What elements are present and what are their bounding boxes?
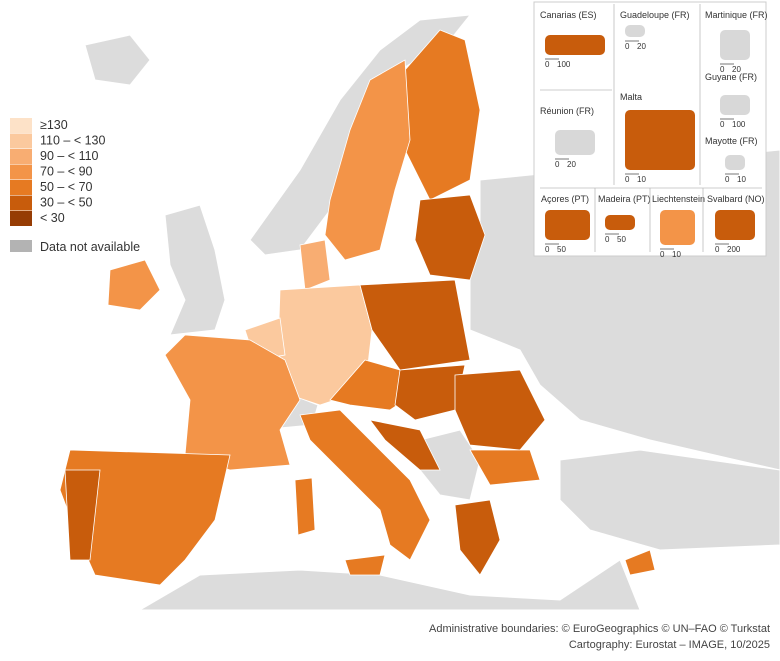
legend-swatch bbox=[10, 164, 32, 180]
inset-land bbox=[555, 130, 595, 155]
legend-swatch bbox=[10, 211, 32, 226]
scale-label: 0 bbox=[715, 245, 720, 254]
scale-label: 50 bbox=[557, 245, 566, 254]
legend-swatch bbox=[10, 240, 32, 252]
scale-label: 0 bbox=[555, 160, 560, 169]
ireland bbox=[107, 259, 161, 311]
legend-swatch bbox=[10, 180, 32, 195]
spain bbox=[59, 449, 231, 586]
legend-label: 90 – < 110 bbox=[40, 149, 99, 163]
scale-label: 0 bbox=[605, 235, 610, 244]
eu-regions bbox=[59, 29, 656, 586]
scale-label: 100 bbox=[732, 120, 746, 129]
finland bbox=[404, 29, 481, 201]
inset-label: Guadeloupe (FR) bbox=[620, 10, 690, 20]
croatia bbox=[369, 419, 441, 471]
inset-label: Madeira (PT) bbox=[598, 194, 651, 204]
scale-label: 10 bbox=[737, 175, 746, 184]
scale-label: 0 bbox=[660, 250, 665, 259]
turkey bbox=[559, 449, 780, 551]
inset-land bbox=[725, 155, 745, 170]
inset-land bbox=[605, 215, 635, 230]
inset-land bbox=[720, 30, 750, 60]
france bbox=[164, 334, 301, 471]
scale-label: 20 bbox=[567, 160, 576, 169]
legend-label: ≥130 bbox=[40, 118, 68, 132]
scale-label: 10 bbox=[672, 250, 681, 259]
sweden bbox=[324, 59, 411, 261]
legend-label: 110 – < 130 bbox=[40, 134, 106, 148]
legend-swatch bbox=[10, 118, 32, 133]
portugal bbox=[64, 469, 101, 561]
scale-label: 10 bbox=[637, 175, 646, 184]
cyprus bbox=[624, 549, 656, 576]
inset-label: Martinique (FR) bbox=[705, 10, 768, 20]
legend-swatch bbox=[10, 149, 32, 164]
scale-label: 0 bbox=[720, 120, 725, 129]
scale-label: 0 bbox=[625, 42, 630, 51]
legend-label: Data not available bbox=[40, 240, 140, 254]
britain bbox=[164, 204, 226, 336]
sardinia bbox=[294, 477, 316, 536]
legend-label: 70 – < 90 bbox=[40, 165, 93, 179]
denmark bbox=[299, 239, 331, 291]
scale-label: 0 bbox=[720, 65, 725, 74]
scale-label: 200 bbox=[727, 245, 741, 254]
inset-land bbox=[660, 210, 695, 245]
poland bbox=[359, 279, 471, 371]
inset-label: Mayotte (FR) bbox=[705, 136, 758, 146]
inset-land bbox=[720, 95, 750, 115]
baltics bbox=[414, 194, 486, 281]
scale-label: 50 bbox=[617, 235, 626, 244]
scale-label: 20 bbox=[637, 42, 646, 51]
inset-label: Guyane (FR) bbox=[705, 72, 757, 82]
scale-label: 0 bbox=[625, 175, 630, 184]
scale-label: 0 bbox=[545, 245, 550, 254]
bulgaria bbox=[469, 449, 541, 486]
scale-label: 20 bbox=[732, 65, 741, 74]
scale-label: 0 bbox=[725, 175, 730, 184]
inset-label: Réunion (FR) bbox=[540, 106, 594, 116]
inset-label: Canarias (ES) bbox=[540, 10, 597, 20]
legend-label: 50 – < 70 bbox=[40, 180, 93, 194]
legend-swatch bbox=[10, 133, 32, 149]
iceland bbox=[84, 34, 151, 86]
africa bbox=[138, 559, 641, 611]
inset-land bbox=[625, 110, 695, 170]
legend-label: 30 – < 50 bbox=[40, 196, 93, 210]
credit: Cartography: Eurostat – IMAGE, 10/2025 bbox=[569, 639, 770, 651]
inset-land bbox=[625, 25, 645, 37]
inset-label: Açores (PT) bbox=[541, 194, 589, 204]
scale-label: 100 bbox=[557, 60, 571, 69]
credit: Administrative boundaries: © EuroGeograp… bbox=[429, 623, 770, 635]
slovakia-hungary bbox=[394, 364, 466, 421]
inset-label: Liechtenstein bbox=[652, 194, 705, 204]
romania bbox=[454, 369, 546, 451]
sicily bbox=[344, 554, 386, 576]
inset-label: Malta bbox=[620, 92, 642, 102]
italy bbox=[299, 409, 431, 561]
legend-label: < 30 bbox=[40, 211, 65, 225]
inset-label: Svalbard (NO) bbox=[707, 194, 765, 204]
scale-label: 0 bbox=[545, 60, 550, 69]
inset-land bbox=[545, 35, 605, 55]
greece bbox=[454, 499, 501, 576]
legend-swatch bbox=[10, 195, 32, 211]
inset-land bbox=[715, 210, 755, 240]
inset-land bbox=[545, 210, 590, 240]
